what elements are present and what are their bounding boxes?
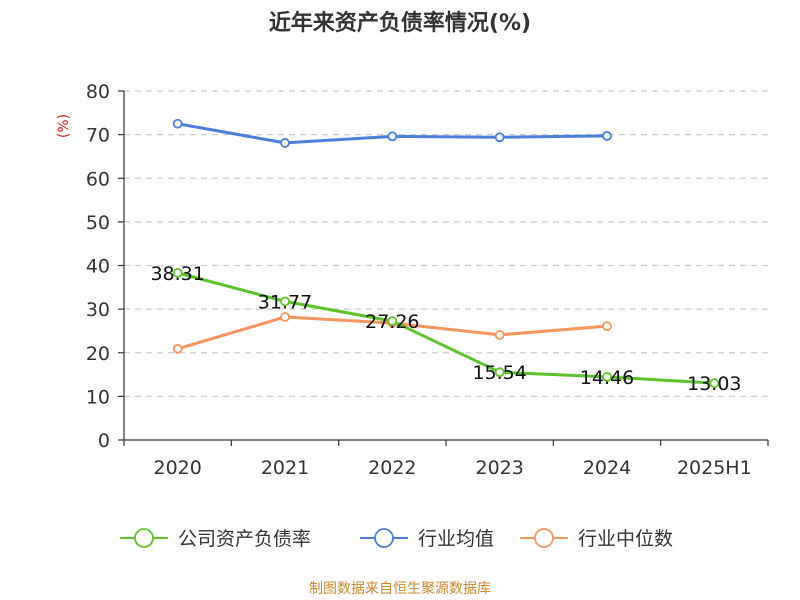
y-tick-label: 30 bbox=[86, 299, 110, 321]
y-tick-label: 20 bbox=[86, 343, 110, 365]
data-point bbox=[172, 343, 183, 354]
legend-label: 行业均值 bbox=[418, 528, 494, 550]
data-point bbox=[602, 321, 612, 332]
data-label: 27.26 bbox=[365, 311, 419, 333]
series-line bbox=[177, 271, 715, 385]
legend-marker bbox=[134, 528, 154, 548]
y-tick-label: 70 bbox=[86, 125, 110, 147]
data-labels: 38.31 31.77 27.26 15.54 14.46 13.03 bbox=[150, 263, 741, 395]
legend-label: 行业中位数 bbox=[578, 528, 673, 550]
y-tick-label: 40 bbox=[86, 256, 110, 278]
chart-title: 近年来资产负债率情况(%) bbox=[269, 10, 531, 36]
x-tick-label: 2021 bbox=[261, 457, 309, 479]
data-point bbox=[602, 131, 612, 141]
y-tick-label: 50 bbox=[86, 212, 110, 234]
data-point bbox=[280, 312, 290, 322]
data-label: 14.46 bbox=[580, 367, 634, 389]
grid-lines bbox=[124, 90, 768, 397]
y-tick-label: 80 bbox=[86, 81, 110, 103]
data-point bbox=[494, 367, 505, 378]
data-point bbox=[602, 372, 612, 382]
x-tick-label: 2025H1 bbox=[677, 457, 752, 479]
data-point bbox=[172, 118, 183, 129]
y-axis-label: (%) bbox=[56, 114, 72, 138]
x-tick-label: 2020 bbox=[153, 457, 201, 479]
data-point bbox=[494, 329, 505, 340]
legend-marker bbox=[374, 528, 394, 548]
data-point bbox=[387, 131, 398, 142]
data-point bbox=[172, 267, 183, 278]
legend-marker bbox=[534, 528, 554, 548]
data-point bbox=[709, 378, 720, 389]
data-point bbox=[280, 296, 290, 307]
data-point bbox=[494, 132, 505, 143]
series-group bbox=[172, 118, 720, 389]
data-label: 13.03 bbox=[687, 373, 741, 395]
y-tick-label: 0 bbox=[98, 430, 110, 452]
y-tick-label: 10 bbox=[86, 386, 110, 408]
y-tick-label: 60 bbox=[86, 168, 110, 190]
data-point bbox=[387, 316, 398, 326]
data-label: 38.31 bbox=[150, 263, 204, 285]
source-note: 制图数据来自恒生聚源数据库 bbox=[309, 581, 491, 597]
data-point bbox=[280, 138, 290, 148]
legend: 公司资产负债率 行业均值 行业中位数 bbox=[120, 528, 673, 550]
x-tick-label: 2023 bbox=[475, 457, 523, 479]
legend-label: 公司资产负债率 bbox=[178, 528, 311, 550]
x-tick-label: 2022 bbox=[368, 457, 416, 479]
x-tick-label: 2024 bbox=[583, 457, 631, 479]
axes: 0 10 20 30 40 50 60 70 80 2020 2021 2022 2023 2024 202… bbox=[86, 81, 769, 479]
data-label: 31.77 bbox=[258, 291, 312, 313]
data-label: 15.54 bbox=[472, 362, 526, 384]
